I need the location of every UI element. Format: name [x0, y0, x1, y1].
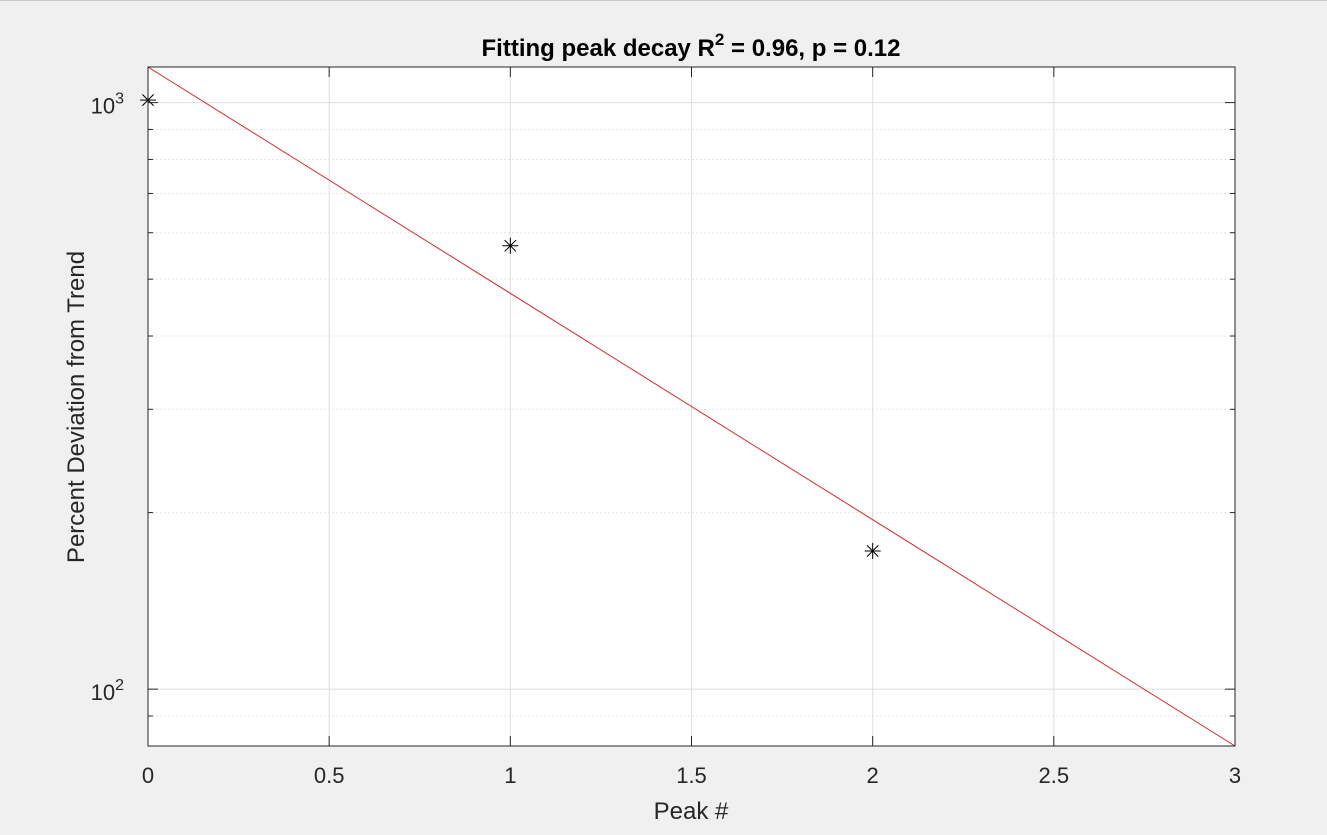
- tick-marks: [147, 67, 1236, 746]
- title-superscript: 2: [715, 30, 724, 49]
- y-axis-label: Percent Deviation from Trend: [63, 251, 90, 563]
- fit-line-series: [147, 66, 1236, 747]
- data-point-marker: [502, 237, 519, 254]
- fit-line: [147, 66, 1236, 747]
- x-tick-label: 0: [142, 763, 154, 788]
- y-tick-label: 103: [91, 91, 124, 119]
- x-tick-label: 0.5: [314, 763, 345, 788]
- x-tick-label: 1: [504, 763, 516, 788]
- data-point-marker: [864, 543, 881, 560]
- y-tick-labels: 102 103: [91, 91, 124, 706]
- x-axis-label: Peak #: [654, 798, 729, 825]
- window-top-border: [0, 0, 1327, 1]
- y-tick-exponent: 2: [115, 677, 124, 694]
- x-tick-label: 1.5: [676, 763, 707, 788]
- x-tick-label: 2.5: [1039, 763, 1070, 788]
- y-tick-label: 102: [91, 677, 124, 705]
- x-tick-label: 3: [1229, 763, 1241, 788]
- x-tick-labels: 0 0.5 1 1.5 2 2.5 3: [142, 763, 1241, 788]
- chart-title: Fitting peak decay R2 = 0.96, p = 0.12: [482, 30, 901, 62]
- y-tick-exponent: 3: [115, 91, 124, 108]
- x-tick-label: 2: [867, 763, 879, 788]
